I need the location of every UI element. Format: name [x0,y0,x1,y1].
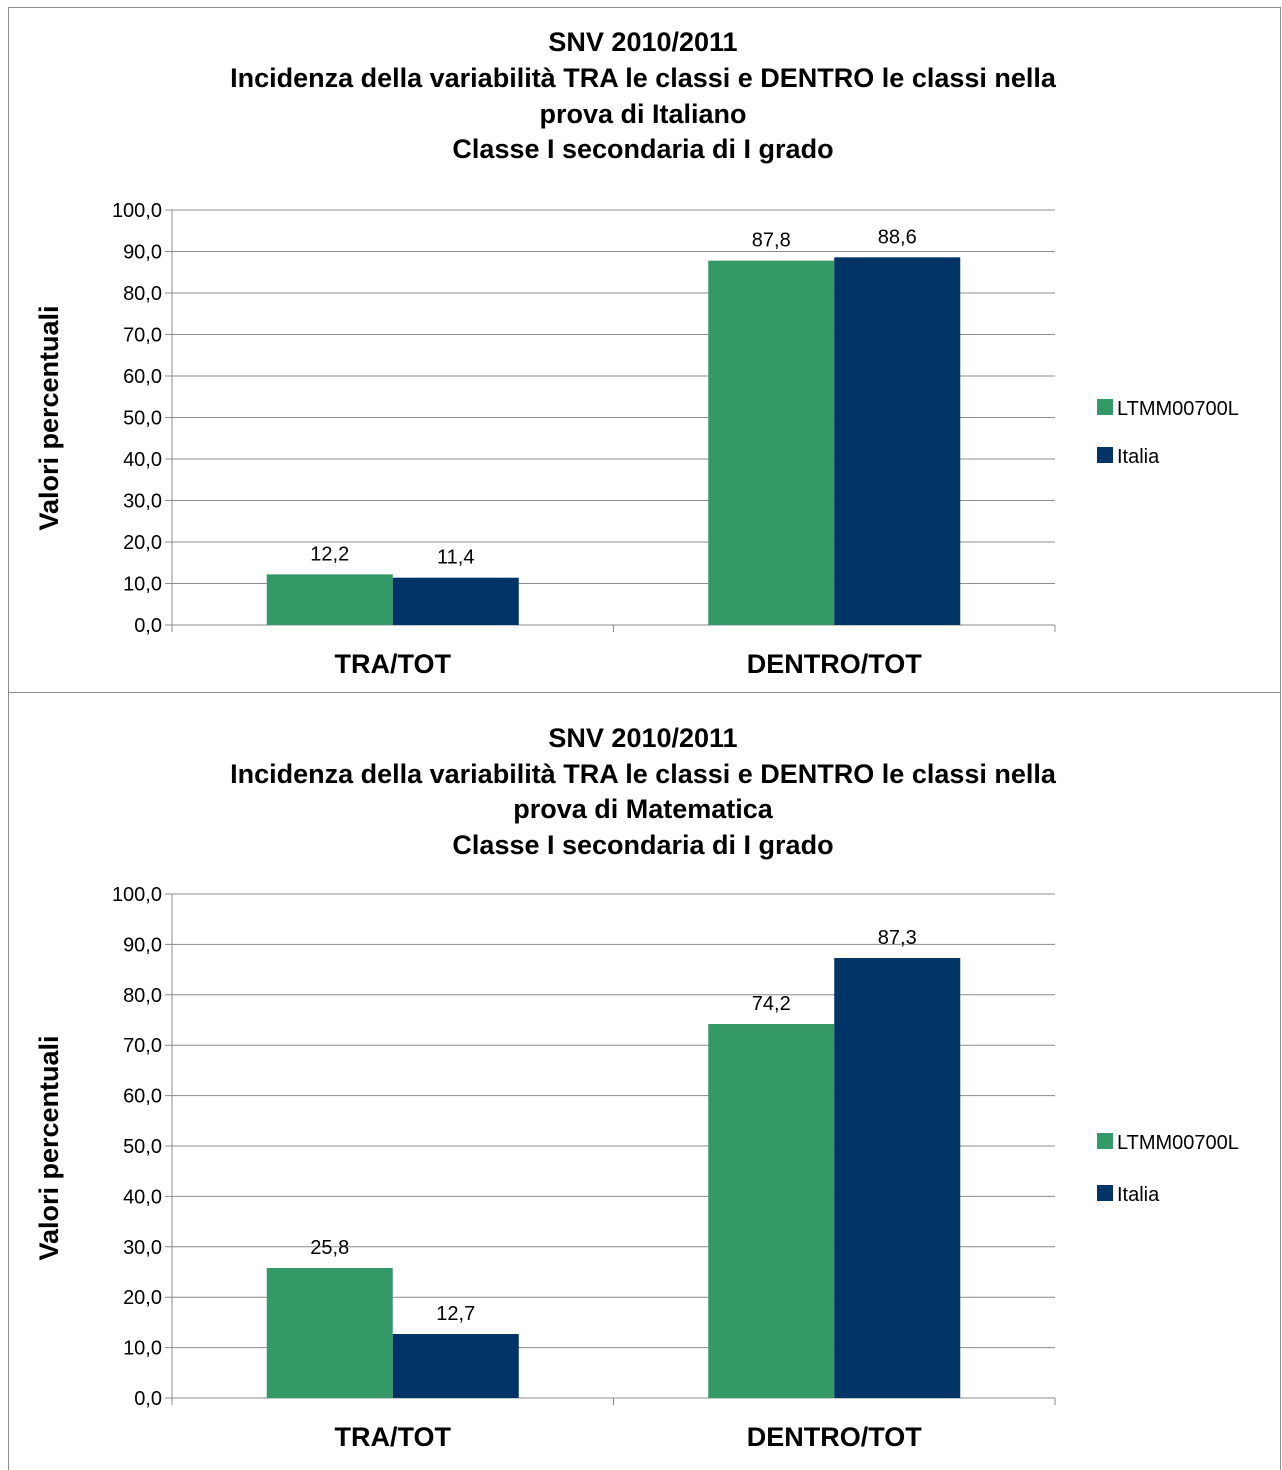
y-tick-label: 40,0 [123,1186,162,1208]
y-tick-label: 90,0 [123,242,162,264]
data-label: 25,8 [310,1237,349,1259]
bar [834,958,961,1398]
y-tick-label: 70,0 [123,325,162,347]
bar [392,577,519,625]
y-tick-label: 20,0 [123,1287,162,1309]
y-tick-label: 10,0 [123,1338,162,1360]
chart-title-line: Incidenza della variabilità TRA le class… [230,63,1057,93]
y-tick-label: 50,0 [123,408,162,430]
data-label: 11,4 [437,547,474,569]
chart-matematica: SNV 2010/2011 Incidenza della variabilità… [34,723,1239,1452]
y-tick-label: 60,0 [123,366,162,388]
y-tick-label: 0,0 [134,615,162,637]
chart-title-line: Incidenza della variabilità TRA le class… [230,759,1057,789]
y-tick-label: 80,0 [123,985,162,1007]
legend-label: LTMM00700L [1117,398,1239,420]
data-label: 87,8 [752,230,791,252]
chart-panel-matematica: SNV 2010/2011 Incidenza della variabilità… [8,692,1281,1470]
chart-title-line: SNV 2010/2011 [548,723,737,753]
chart-title-line: Classe I secondaria di I grado [452,134,833,164]
data-label: 12,7 [436,1303,475,1325]
y-tick-label: 100,0 [112,884,162,906]
chart-italiano: SNV 2010/2011 Incidenza della variabilità… [34,27,1239,679]
y-tick-label: 100,0 [112,200,162,222]
bar [834,257,961,625]
legend-label: Italia [1117,1184,1160,1206]
legend-label: LTMM00700L [1117,1132,1239,1154]
bar [708,260,835,625]
y-tick-label: 0,0 [134,1388,162,1410]
bar [266,574,393,625]
chart-title-line: SNV 2010/2011 [548,27,737,57]
category-label: TRA/TOT [335,1422,452,1452]
y-tick-label: 30,0 [123,1237,162,1259]
legend-swatch [1097,1185,1113,1201]
y-axis-title: Valori percentuali [34,305,64,530]
bar [392,1333,519,1398]
y-tick-label: 60,0 [123,1086,162,1108]
category-label: DENTRO/TOT [747,649,923,679]
category-label: TRA/TOT [335,649,452,679]
y-tick-label: 50,0 [123,1136,162,1158]
y-tick-label: 90,0 [123,934,162,956]
data-label: 74,2 [752,993,791,1015]
data-label: 88,6 [878,226,917,248]
legend-label: Italia [1117,446,1160,468]
chart-title-line: Classe I secondaria di I grado [452,830,833,860]
bar [266,1267,393,1398]
legend-swatch [1097,1133,1113,1149]
data-label: 12,2 [310,543,349,565]
y-tick-label: 30,0 [123,491,162,513]
chart-title-line: prova di Italiano [539,99,746,129]
y-tick-label: 80,0 [123,283,162,305]
legend-swatch [1097,399,1113,415]
chart-panel-italiano: SNV 2010/2011 Incidenza della variabilità… [8,7,1281,693]
category-label: DENTRO/TOT [747,1422,923,1452]
y-axis-title: Valori percentuali [34,1035,64,1260]
y-tick-label: 70,0 [123,1035,162,1057]
legend-swatch [1097,447,1113,463]
data-label: 87,3 [878,927,917,949]
y-tick-label: 10,0 [123,574,162,596]
chart-title-line: prova di Matematica [513,794,774,824]
y-tick-label: 40,0 [123,449,162,471]
bar [708,1024,835,1398]
y-tick-label: 20,0 [123,532,162,554]
